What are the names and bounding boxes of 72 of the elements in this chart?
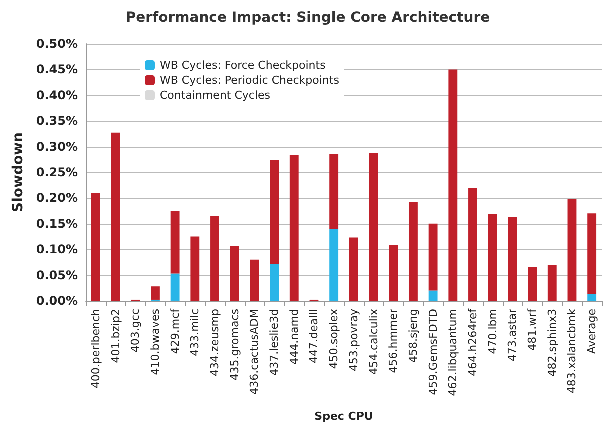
bar (568, 199, 577, 301)
x-tick-label: 462.libquantum (446, 309, 460, 396)
y-tick-label: 0.00% (36, 294, 78, 308)
bar (170, 274, 180, 301)
bar (91, 193, 100, 301)
y-tick-label: 0.40% (36, 88, 78, 102)
x-tick-label: 473.astar (506, 308, 520, 362)
x-tick-label: 459.GemsFDTD (426, 309, 440, 396)
y-tick-label: 0.35% (36, 114, 78, 128)
y-tick-label: 0.05% (36, 268, 78, 282)
bar (190, 236, 200, 301)
x-tick-label: 433.milc (188, 309, 202, 356)
x-tick-label: 456.hmmer (387, 308, 400, 374)
x-tick-label: 444.namd (288, 309, 301, 365)
x-tick-label: Average (586, 308, 599, 354)
x-tick-label: 437.leslie3d (268, 309, 282, 376)
bar (588, 214, 597, 294)
bar (369, 153, 378, 301)
bar (548, 266, 557, 301)
y-tick-label: 0.20% (36, 191, 78, 206)
bar (210, 216, 220, 301)
x-tick-label: 482.sphinx3 (546, 309, 559, 377)
y-tick-label: 0.45% (36, 62, 78, 77)
chart-title: Performance Impact: Single Core Architecture (126, 10, 490, 26)
bar (428, 224, 438, 291)
bar (150, 286, 160, 300)
bar (468, 188, 478, 301)
x-tick-label: 447.dealII (308, 309, 321, 364)
x-tick-label: 450.soplex (328, 308, 341, 370)
bar (408, 202, 418, 301)
x-tick-label: 403.gcc (129, 309, 142, 353)
y-tick-label: 0.25% (36, 166, 78, 180)
x-tick-label: 481.wrf (526, 308, 540, 351)
x-tick-label: 436.cactusADM (248, 309, 262, 395)
x-tick-label: 400.perlbench (89, 308, 102, 389)
legend-label: Containment Cycles (160, 89, 271, 102)
bar (250, 260, 260, 301)
x-tick-label: 401.bzip2 (109, 309, 122, 364)
y-tick-label: 0.50% (36, 37, 78, 51)
x-axis-title: Spec CPU (314, 410, 374, 423)
y-tick-label: 0.15% (36, 216, 78, 231)
bar (528, 267, 538, 301)
bar (111, 132, 120, 301)
bar (349, 238, 358, 301)
x-tick-label: 470.lbm (486, 309, 500, 354)
y-tick-label: 0.30% (36, 140, 78, 154)
bar (170, 211, 180, 274)
x-tick-label: 410.bwaves (148, 308, 162, 376)
bar (389, 245, 398, 301)
bar (230, 246, 240, 301)
x-tick-label: 453.povray (347, 308, 360, 372)
x-tick-label: 483.xalancbmk (566, 308, 579, 394)
legend-label: WB Cycles: Force Checkpoints (160, 59, 326, 72)
x-tick-label: 458.sjeng (406, 309, 420, 364)
y-tick-label: 0.10% (36, 242, 78, 257)
bar (270, 160, 280, 264)
y-axis-title: Slowdown (10, 132, 26, 212)
bar (270, 264, 280, 301)
bar (588, 294, 597, 301)
x-tick-label: 454.calculix (367, 308, 380, 375)
bar (448, 70, 458, 301)
bar (488, 214, 498, 301)
bar (428, 290, 438, 301)
bar (290, 155, 299, 301)
x-tick-label: 464.h264ref (466, 308, 480, 376)
legend-label: WB Cycles: Periodic Checkpoints (160, 74, 340, 87)
x-tick-label: 435.gromacs (228, 308, 242, 381)
bar (508, 217, 518, 301)
bar (330, 154, 339, 230)
bar (330, 229, 339, 301)
x-tick-label: 429.mcf (168, 308, 182, 354)
x-tick-label: 434.zeusmp (208, 308, 222, 376)
